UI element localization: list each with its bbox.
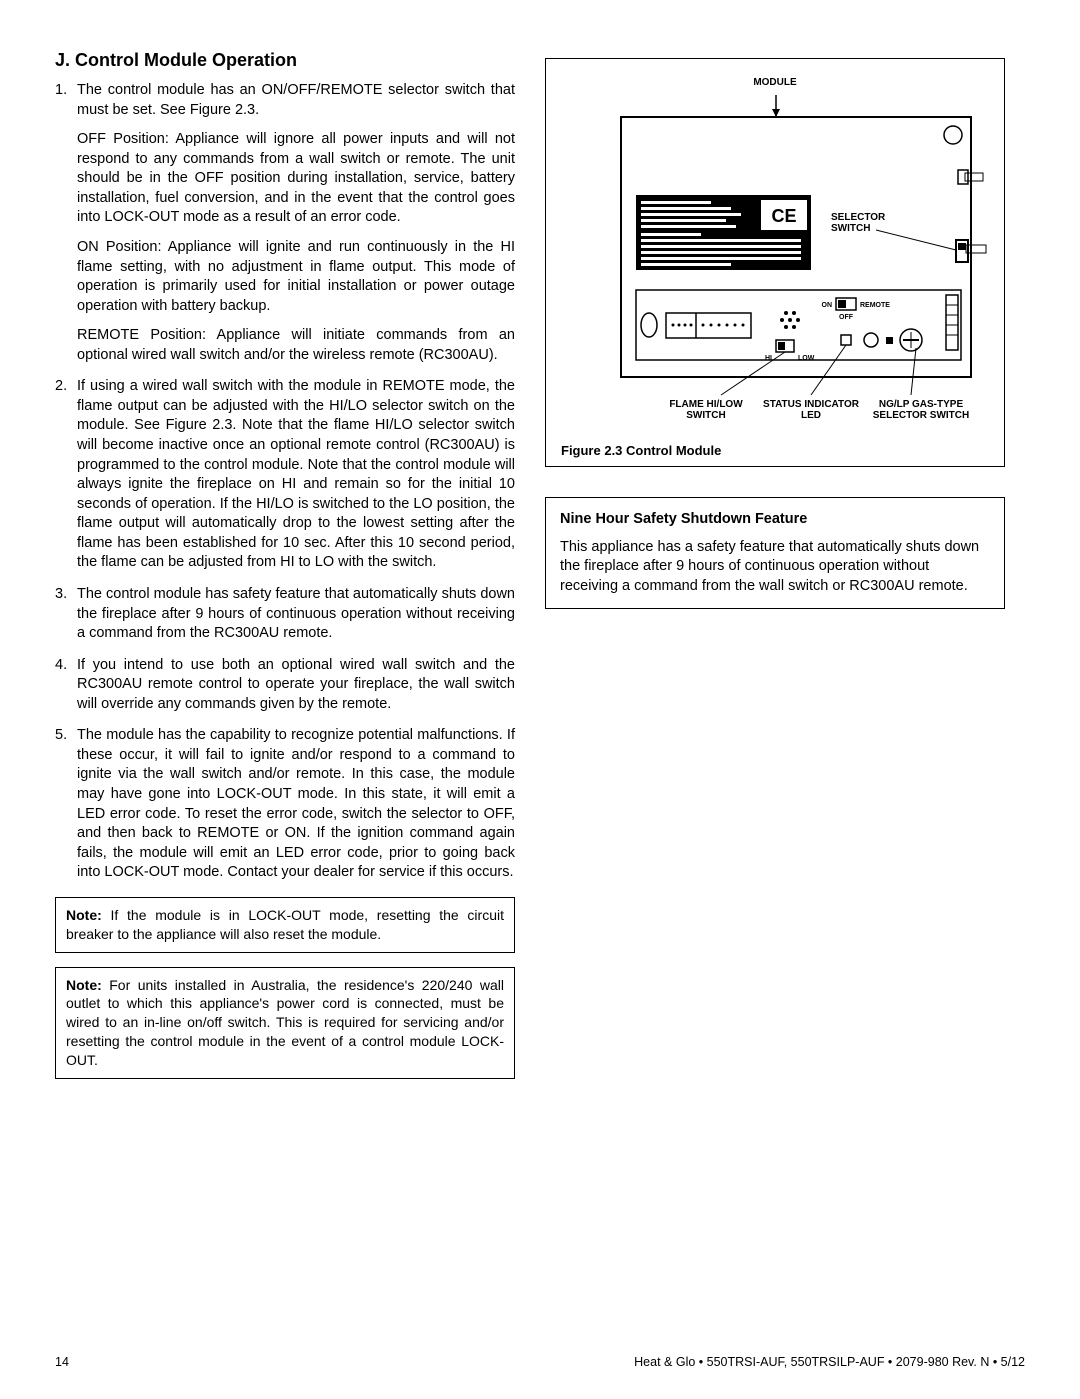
safety-box: Nine Hour Safety Shutdown Feature This a… (545, 497, 1005, 609)
list-item-1: The control module has an ON/OFF/REMOTE … (55, 81, 515, 365)
note2-label: Note: (66, 977, 102, 993)
note-box-1: Note: If the module is in LOCK-OUT mode,… (55, 897, 515, 953)
note1-label: Note: (66, 907, 102, 923)
svg-text:REMOTE: REMOTE (860, 302, 890, 309)
li1-off: OFF Position: Appliance will ignore all … (77, 130, 515, 228)
svg-text:ON: ON (822, 302, 833, 309)
note2-text: For units installed in Australia, the re… (66, 977, 504, 1069)
note-box-2: Note: For units installed in Australia, … (55, 967, 515, 1079)
list-item-5: The module has the capability to recogni… (55, 726, 515, 883)
flame-hilow-text: FLAME HI/LOW SWITCH (669, 399, 742, 421)
li1-remote: REMOTE Position: Appliance will initiate… (77, 326, 515, 365)
left-column: J. Control Module Operation The control … (55, 50, 515, 1079)
list-item-4: If you intend to use both an optional wi… (55, 656, 515, 715)
svg-text:CE: CE (771, 206, 796, 226)
list-item-2: If using a wired wall switch with the mo… (55, 377, 515, 573)
li1-intro: The control module has an ON/OFF/REMOTE … (77, 82, 515, 118)
safety-title: Nine Hour Safety Shutdown Feature (560, 510, 990, 530)
instruction-list: The control module has an ON/OFF/REMOTE … (55, 81, 515, 883)
page-number: 14 (55, 1355, 69, 1369)
selector-switch-text: SELECTOR SWITCH (831, 212, 885, 234)
module-diagram: MODULE CE (561, 77, 989, 437)
status-led-text: STATUS INDICATOR LED (763, 399, 859, 421)
li1-on: ON Position: Appliance will ignite and r… (77, 238, 515, 316)
section-heading: J. Control Module Operation (55, 50, 515, 71)
page-footer: 14 Heat & Glo • 550TRSI-AUF, 550TRSILP-A… (55, 1355, 1025, 1369)
figure-caption: Figure 2.3 Control Module (561, 443, 989, 458)
svg-text:LOW: LOW (798, 355, 815, 362)
footer-line: Heat & Glo • 550TRSI-AUF, 550TRSILP-AUF … (634, 1355, 1025, 1369)
right-column: MODULE CE (545, 50, 1005, 1079)
figure-box: MODULE CE (545, 58, 1005, 467)
flame-hilow-label: FLAME HI/LOW SWITCH (656, 399, 756, 421)
nglp-text: NG/LP GAS-TYPE SELECTOR SWITCH (873, 399, 969, 421)
safety-body: This appliance has a safety feature that… (560, 538, 990, 597)
module-label: MODULE (561, 77, 989, 88)
nglp-label: NG/LP GAS-TYPE SELECTOR SWITCH (861, 399, 981, 421)
status-led-label: STATUS INDICATOR LED (761, 399, 861, 421)
svg-text:OFF: OFF (839, 314, 854, 321)
note1-text: If the module is in LOCK-OUT mode, reset… (66, 907, 504, 942)
selector-switch-label: SELECTOR SWITCH (831, 212, 901, 234)
module-svg: CE (561, 95, 991, 405)
list-item-3: The control module has safety feature th… (55, 585, 515, 644)
